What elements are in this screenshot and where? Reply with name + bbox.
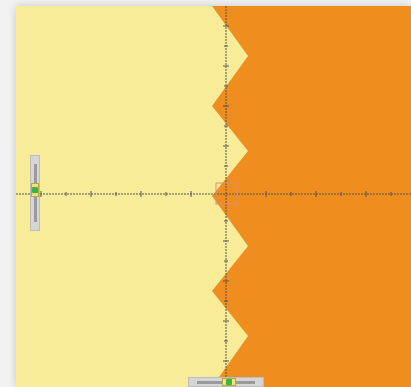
orange-zigzag-region xyxy=(212,6,411,387)
vertical-slider-marker xyxy=(32,187,38,194)
zigzag-plot[interactable] xyxy=(16,6,411,387)
horizontal-axis-ticks xyxy=(40,191,392,197)
plot-canvas[interactable] xyxy=(16,6,411,387)
vertical-slider[interactable] xyxy=(30,155,40,231)
origin-cursor-box[interactable] xyxy=(215,182,238,205)
vertical-axis-ticks xyxy=(223,25,229,362)
horizontal-slider[interactable] xyxy=(188,377,264,387)
horizontal-slider-marker xyxy=(225,379,232,385)
